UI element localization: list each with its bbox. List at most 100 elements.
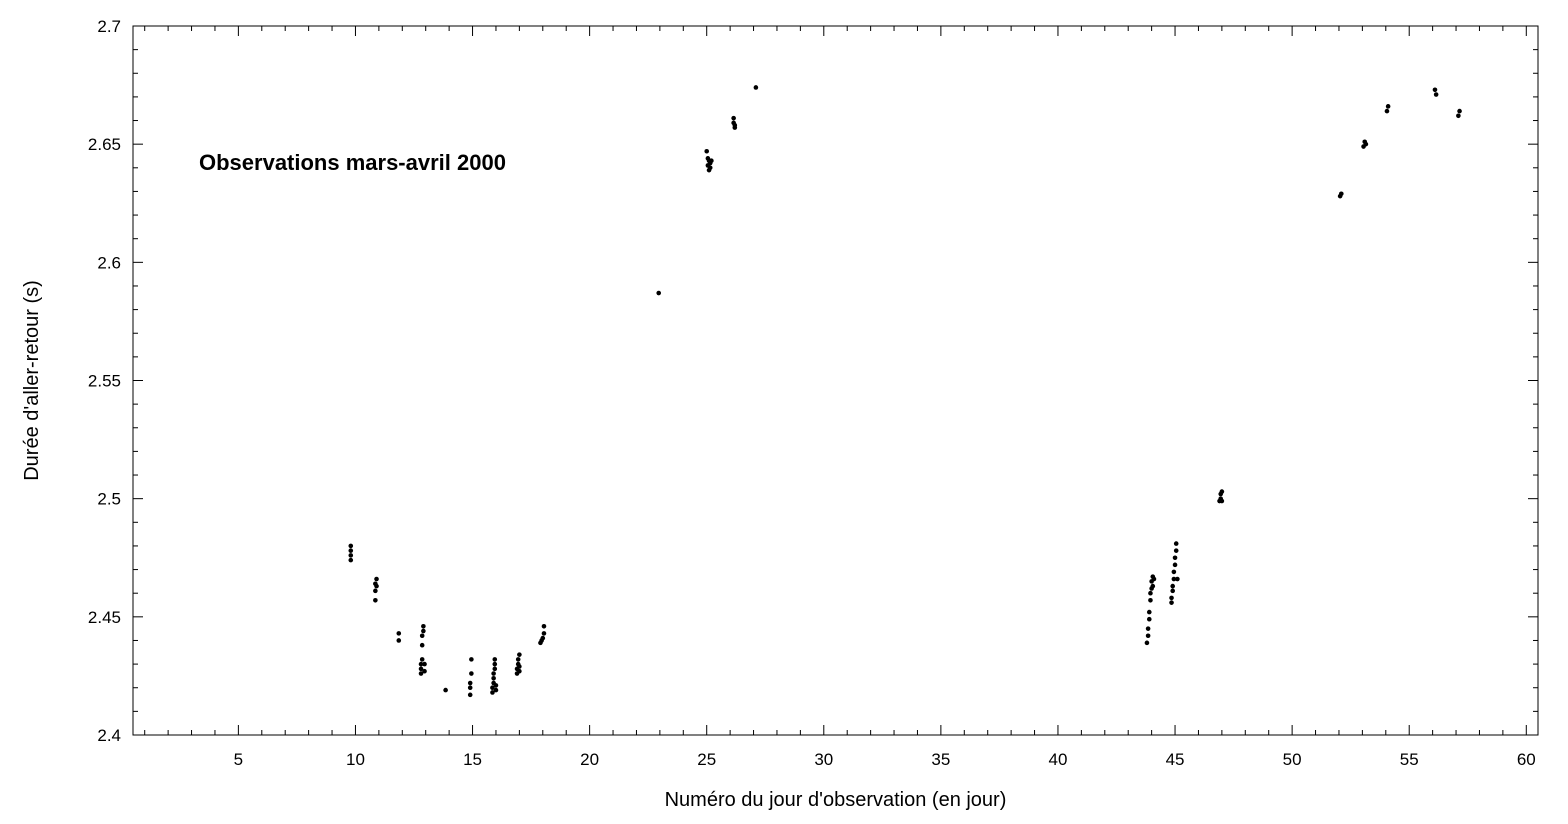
data-point [420,633,425,638]
data-point [1148,598,1153,603]
data-point [733,123,738,128]
data-point [708,166,713,171]
y-tick-label: 2.6 [97,253,121,272]
data-point [494,683,499,688]
data-point [491,671,496,676]
data-point [373,589,378,594]
data-point [420,643,425,648]
data-point [1220,489,1225,494]
data-point [348,544,353,549]
data-point [517,669,522,674]
x-tick-label: 55 [1400,750,1419,769]
data-point [1147,617,1152,622]
data-point [1148,591,1153,596]
data-point [421,629,426,634]
axis-ticks [133,26,1538,735]
data-point [396,631,401,636]
data-point [1169,600,1174,605]
data-point [1170,584,1175,589]
data-point [1220,499,1225,504]
data-point [1385,109,1390,114]
x-tick-label: 25 [697,750,716,769]
axis-tick-labels: 5 10 15 20 25 30 35 40 45 50 55 60 2.4 2.45 2.5 2.55 2.6… [88,17,1536,769]
x-tick-label: 10 [346,750,365,769]
data-point [1173,563,1178,568]
data-point [469,671,474,676]
data-point [1433,88,1438,93]
data-point [1456,114,1461,119]
x-tick-label: 40 [1048,750,1067,769]
data-point [1364,142,1369,147]
data-point [704,149,709,154]
data-point [492,667,497,672]
data-point [540,636,545,641]
data-point [1152,577,1157,582]
data-point [348,553,353,558]
data-point [1173,555,1178,560]
data-point [1145,641,1150,646]
data-point [656,291,661,296]
data-point [468,681,473,686]
data-point [1169,596,1174,601]
data-point [348,558,353,563]
y-tick-label: 2.4 [97,726,121,745]
data-point [492,662,497,667]
data-point [1386,104,1391,109]
plot-frame [133,26,1538,735]
data-point [491,676,496,681]
data-point [542,624,547,629]
y-tick-label: 2.65 [88,135,121,154]
data-point [542,631,547,636]
data-point [516,657,521,662]
data-point [1434,92,1439,97]
data-point [1175,577,1180,582]
data-point [1339,191,1344,196]
data-point [374,584,379,589]
data-point [468,693,473,698]
data-point [1174,548,1179,553]
x-tick-label: 35 [931,750,950,769]
x-tick-label: 15 [463,750,482,769]
data-point [1172,570,1177,575]
x-tick-label: 45 [1166,750,1185,769]
data-point [373,598,378,603]
data-point [422,669,427,674]
data-point [1457,109,1462,114]
data-point [1146,633,1151,638]
data-point [1146,626,1151,631]
x-tick-label: 30 [814,750,833,769]
y-axis-label: Durée d'aller-retour (s) [21,280,43,481]
chart-annotation: Observations mars-avril 2000 [199,150,506,175]
data-point [709,158,714,163]
data-point [443,688,448,693]
data-point [754,85,759,90]
x-tick-label: 20 [580,750,599,769]
data-point [421,624,426,629]
y-tick-label: 2.5 [97,490,121,509]
data-points [348,85,1461,697]
x-tick-label: 50 [1283,750,1302,769]
data-point [492,657,497,662]
data-point [469,657,474,662]
x-tick-label: 60 [1517,750,1536,769]
data-point [494,688,499,693]
data-point [517,664,522,669]
x-tick-label: 5 [234,750,243,769]
data-point [1150,584,1155,589]
data-point [374,577,379,582]
y-tick-label: 2.45 [88,608,121,627]
data-point [396,638,401,643]
y-tick-label: 2.7 [97,17,121,36]
data-point [1174,541,1179,546]
data-point [1170,589,1175,594]
data-point [468,685,473,690]
data-point [1147,610,1152,615]
data-point [731,116,736,121]
data-point [420,657,425,662]
y-tick-label: 2.55 [88,372,121,391]
data-point [517,652,522,657]
data-point [422,662,427,667]
data-point [348,548,353,553]
x-axis-label: Numéro du jour d'observation (en jour) [665,789,1007,811]
